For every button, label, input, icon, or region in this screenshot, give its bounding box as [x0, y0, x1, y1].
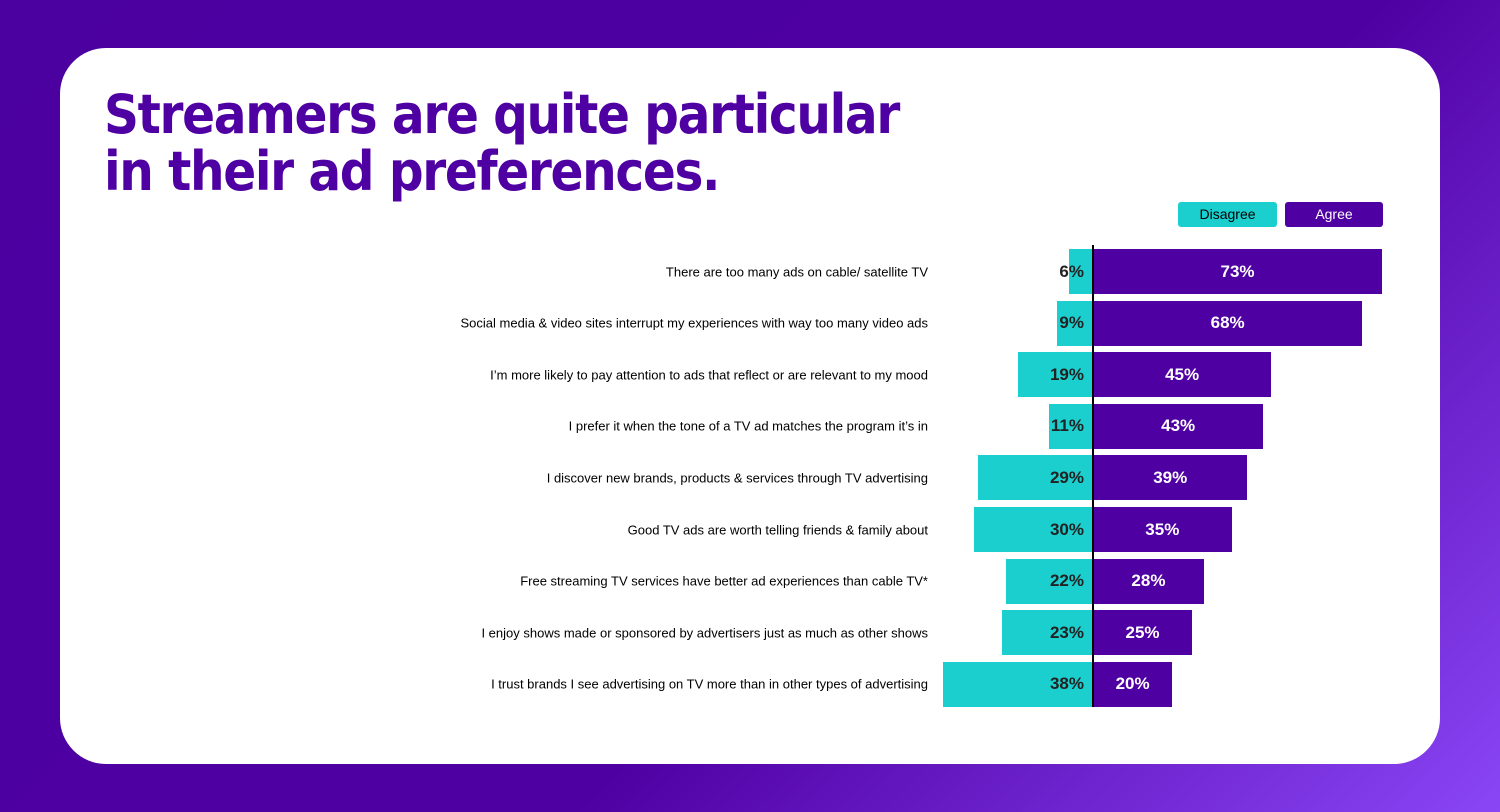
- data-label-disagree: 19%: [1049, 364, 1084, 384]
- data-label-agree: 45%: [1165, 364, 1200, 384]
- category-label: I discover new brands, products & servic…: [546, 470, 928, 486]
- data-label-disagree: 29%: [1049, 467, 1084, 487]
- legend-disagree: Disagree: [1178, 202, 1277, 227]
- bar-agree: [1093, 249, 1383, 294]
- bar-disagree: [1005, 558, 1093, 604]
- data-label-agree: 43%: [1161, 416, 1196, 436]
- bar-agree: [1093, 558, 1204, 604]
- category-label: Social media & video sites interrupt my …: [460, 315, 929, 331]
- title-line-1: Streamers are quite particular: [104, 83, 900, 146]
- bar-disagree: [1001, 610, 1093, 656]
- data-label-disagree: 38%: [1049, 674, 1084, 694]
- category-label: Free streaming TV services have better a…: [520, 573, 928, 589]
- bar-agree: [1093, 455, 1248, 501]
- category-label: I trust brands I see advertising on TV m…: [491, 676, 928, 692]
- data-label-agree: 68%: [1210, 313, 1245, 333]
- category-label: Good TV ads are worth telling friends & …: [627, 522, 928, 537]
- bar-disagree: [1069, 249, 1093, 294]
- data-label-agree: 39%: [1153, 467, 1188, 487]
- zero-axis-line: [1092, 245, 1094, 707]
- bar-agree: [1093, 300, 1363, 346]
- bar-agree: [1093, 507, 1232, 552]
- category-label: I enjoy shows made or sponsored by adver…: [481, 625, 928, 641]
- data-label-disagree: 11%: [1050, 416, 1084, 436]
- data-label-disagree: 6%: [1059, 261, 1084, 281]
- bar-agree: [1093, 352, 1272, 398]
- data-label-agree: 35%: [1145, 519, 1180, 539]
- data-label-agree: 25%: [1125, 622, 1160, 642]
- category-label: There are too many ads on cable/ satelli…: [665, 264, 928, 279]
- data-label-disagree: 23%: [1049, 622, 1084, 642]
- bar-disagree: [942, 661, 1093, 707]
- title-line-2: in their ad preferences.: [104, 140, 720, 203]
- bar-disagree: [1057, 300, 1093, 346]
- bar-agree: [1093, 403, 1264, 449]
- data-label-disagree: 30%: [1049, 519, 1084, 539]
- category-label: I’m more likely to pay attention to ads …: [490, 367, 928, 383]
- legend-agree: Agree: [1285, 202, 1383, 227]
- data-label-agree: 28%: [1131, 571, 1166, 591]
- category-label: I prefer it when the tone of a TV ad mat…: [568, 418, 928, 434]
- data-label-disagree: 22%: [1049, 571, 1084, 591]
- bar-disagree: [1017, 352, 1093, 398]
- bar-disagree: [1049, 403, 1093, 449]
- data-label-agree: 20%: [1115, 674, 1150, 694]
- bar-disagree: [974, 507, 1093, 552]
- bar-disagree: [978, 455, 1093, 501]
- bar-agree: [1093, 610, 1192, 656]
- data-label-agree: 73%: [1220, 261, 1255, 281]
- data-label-disagree: 9%: [1059, 313, 1084, 333]
- page-title: Streamers are quite particular in their …: [104, 83, 900, 203]
- bar-agree: [1093, 661, 1173, 707]
